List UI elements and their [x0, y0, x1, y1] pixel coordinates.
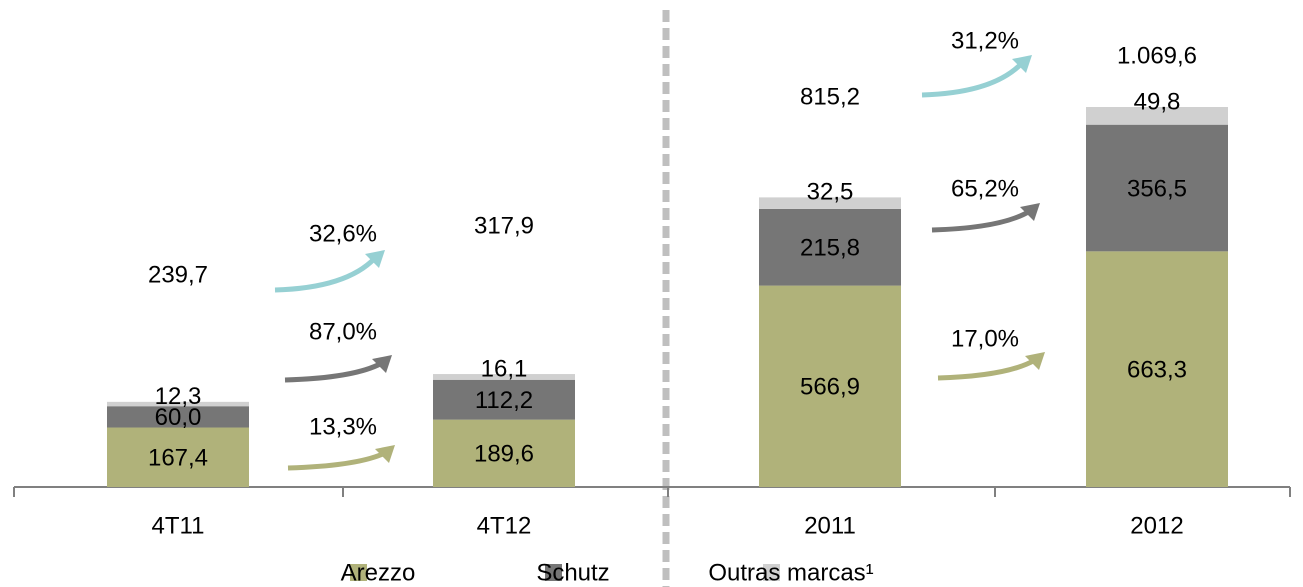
total-label: 317,9 [474, 212, 534, 239]
arrow-head [365, 250, 385, 268]
growth-arrow [287, 450, 387, 471]
bar-segment [759, 197, 901, 209]
bar-segment [433, 379, 575, 420]
growth-arrow [921, 61, 1024, 98]
growth-arrow [274, 256, 377, 293]
value-label: 566,9 [800, 374, 860, 401]
bar-segment [107, 427, 249, 487]
legend-swatch [545, 564, 562, 581]
arrow-head [1025, 352, 1045, 370]
total-label: 1.069,6 [1117, 42, 1197, 69]
bar-segment [1086, 107, 1228, 125]
arrow-head [372, 355, 392, 373]
arrow-head [1020, 203, 1040, 221]
bar-segment [107, 406, 249, 428]
growth-arrow [937, 357, 1037, 381]
arrow-head [1012, 55, 1032, 73]
bar-segment [433, 374, 575, 380]
value-label: 16,1 [481, 355, 528, 382]
arrow-head [375, 445, 395, 463]
value-label: 215,8 [800, 235, 860, 262]
x-tick-label: 2011 [804, 512, 856, 539]
bar-segment [107, 401, 249, 407]
value-label: 12,3 [155, 383, 202, 410]
legend-label: Arezzo [341, 559, 416, 586]
value-label: 112,2 [475, 387, 533, 414]
bar-segment [433, 419, 575, 487]
x-tick-label: 2012 [1130, 512, 1183, 539]
growth-arrow [284, 360, 384, 383]
bar-segment [1086, 251, 1228, 487]
growth-label: 32,6% [309, 220, 377, 247]
growth-label: 13,3% [309, 413, 377, 440]
legend-label: Schutz [536, 559, 609, 586]
value-label: 167,4 [148, 445, 208, 472]
legend-swatch [763, 564, 780, 581]
legend-swatch [350, 564, 367, 581]
growth-label: 17,0% [951, 325, 1019, 352]
bar-segment [759, 208, 901, 286]
total-label: 239,7 [148, 261, 208, 288]
value-label: 356,5 [1127, 175, 1187, 202]
x-tick-label: 4T11 [152, 512, 205, 539]
x-tick-label: 4T12 [477, 512, 532, 539]
legend-label: Outras marcas¹ [708, 559, 873, 586]
value-label: 32,5 [807, 179, 854, 206]
bar-segment [1086, 124, 1228, 252]
growth-arrow [931, 208, 1032, 233]
total-label: 815,2 [800, 83, 860, 110]
value-label: 189,6 [474, 441, 534, 468]
value-label: 60,0 [155, 404, 202, 431]
value-label: 663,3 [1127, 357, 1187, 384]
axis-ticks [13, 487, 1291, 497]
bar-segment [759, 285, 901, 487]
value-label: 49,8 [1134, 88, 1181, 115]
growth-label: 31,2% [951, 27, 1019, 54]
growth-label: 87,0% [309, 318, 377, 345]
growth-label: 65,2% [951, 175, 1019, 202]
